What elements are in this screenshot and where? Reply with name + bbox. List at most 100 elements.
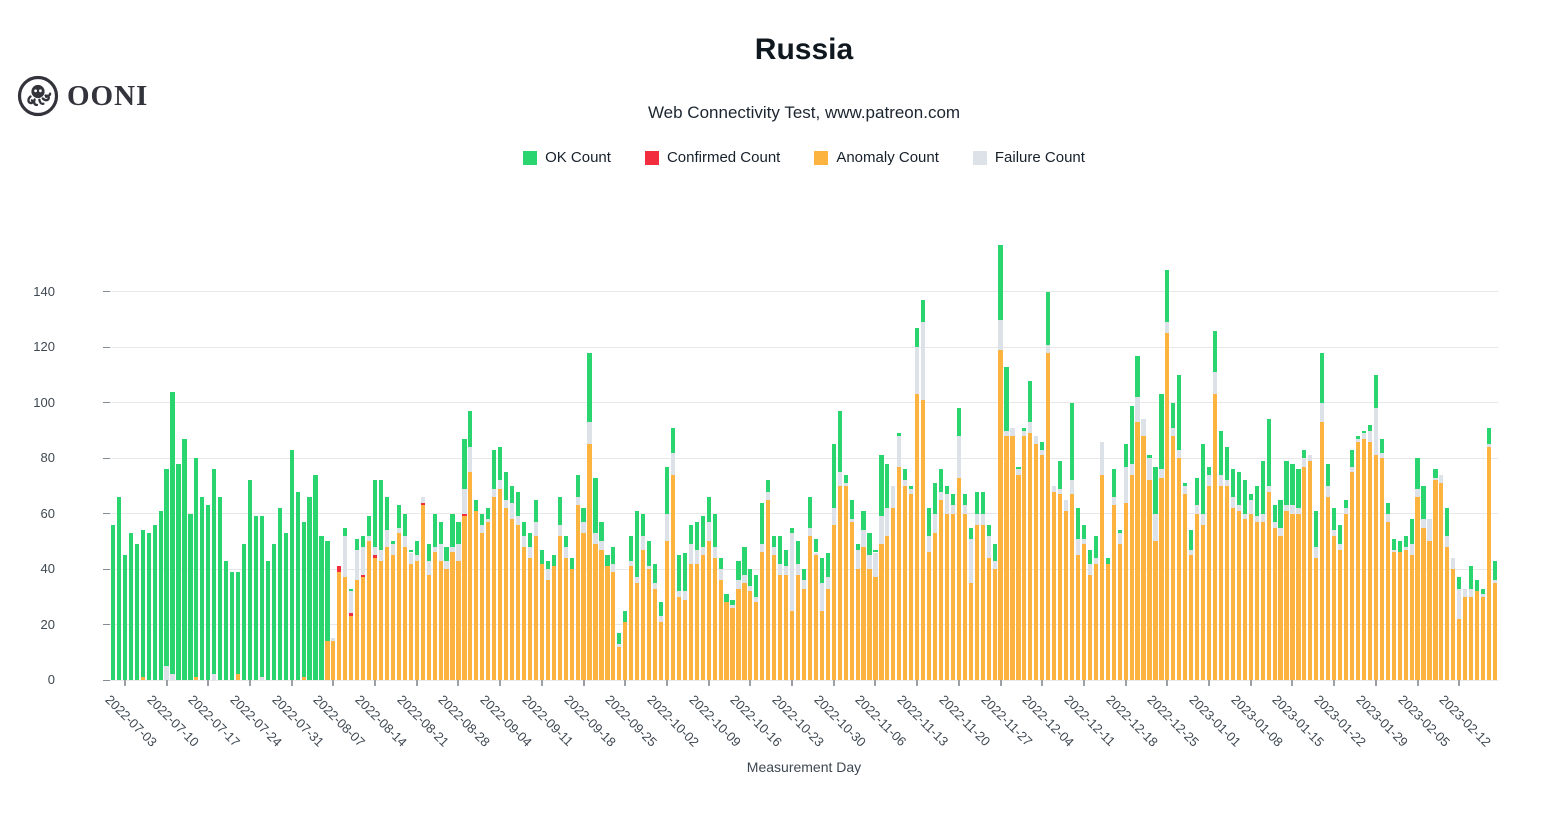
stacked-bar[interactable]: [1147, 455, 1152, 680]
stacked-bar[interactable]: [295, 491, 300, 680]
stacked-bar[interactable]: [879, 455, 884, 680]
stacked-bar[interactable]: [1093, 535, 1098, 680]
stacked-bar[interactable]: [158, 510, 163, 680]
stacked-bar[interactable]: [1385, 502, 1390, 680]
stacked-bar[interactable]: [682, 552, 687, 680]
stacked-bar[interactable]: [533, 499, 539, 680]
stacked-bar[interactable]: [289, 449, 294, 680]
stacked-bar[interactable]: [730, 599, 735, 680]
stacked-bar[interactable]: [372, 480, 378, 680]
stacked-bar[interactable]: [611, 546, 616, 680]
stacked-bar[interactable]: [122, 555, 127, 680]
stacked-bar[interactable]: [408, 549, 413, 680]
stacked-bar[interactable]: [1123, 444, 1128, 680]
stacked-bar[interactable]: [1028, 380, 1033, 680]
stacked-bar[interactable]: [891, 485, 896, 680]
stacked-bar[interactable]: [873, 549, 878, 680]
stacked-bar[interactable]: [1099, 441, 1104, 680]
stacked-bar[interactable]: [819, 558, 824, 680]
stacked-bar[interactable]: [664, 466, 670, 680]
stacked-bar[interactable]: [1016, 466, 1021, 680]
stacked-bar[interactable]: [903, 469, 908, 680]
stacked-bar[interactable]: [235, 571, 241, 680]
stacked-bar[interactable]: [670, 427, 676, 680]
stacked-bar[interactable]: [1486, 427, 1492, 680]
stacked-bar[interactable]: [718, 558, 723, 680]
stacked-bar[interactable]: [241, 544, 247, 680]
stacked-bar[interactable]: [1260, 461, 1265, 680]
stacked-bar[interactable]: [641, 513, 646, 680]
stacked-bar[interactable]: [146, 533, 151, 680]
stacked-bar[interactable]: [1379, 438, 1384, 680]
stacked-bar[interactable]: [724, 594, 729, 680]
stacked-bar[interactable]: [1117, 530, 1122, 680]
stacked-bar[interactable]: [760, 502, 765, 680]
stacked-bar[interactable]: [134, 544, 139, 680]
stacked-bar[interactable]: [1320, 352, 1325, 680]
stacked-bar[interactable]: [1308, 455, 1313, 680]
stacked-bar[interactable]: [1338, 524, 1343, 680]
legend-item-confirmed[interactable]: Confirmed Count: [644, 149, 780, 166]
stacked-bar[interactable]: [1272, 505, 1277, 680]
stacked-bar[interactable]: [1201, 444, 1206, 680]
stacked-bar[interactable]: [468, 411, 473, 680]
stacked-bar[interactable]: [688, 524, 693, 680]
stacked-bar[interactable]: [1332, 508, 1337, 680]
stacked-bar[interactable]: [1415, 458, 1420, 680]
stacked-bar[interactable]: [599, 522, 604, 680]
stacked-bar[interactable]: [766, 480, 771, 680]
stacked-bar[interactable]: [855, 544, 860, 680]
stacked-bar[interactable]: [1236, 472, 1241, 680]
stacked-bar[interactable]: [378, 480, 384, 680]
stacked-bar[interactable]: [605, 555, 610, 680]
stacked-bar[interactable]: [736, 560, 741, 680]
stacked-bar[interactable]: [700, 516, 705, 680]
stacked-bar[interactable]: [563, 535, 568, 680]
stacked-bar[interactable]: [1475, 580, 1480, 680]
stacked-bar[interactable]: [1445, 508, 1450, 680]
stacked-bar[interactable]: [414, 541, 419, 680]
stacked-bar[interactable]: [742, 546, 747, 680]
stacked-bar[interactable]: [510, 485, 515, 680]
stacked-bar[interactable]: [480, 513, 485, 680]
stacked-bar[interactable]: [998, 244, 1003, 680]
stacked-bar[interactable]: [1081, 524, 1087, 680]
stacked-bar[interactable]: [1373, 375, 1378, 680]
stacked-bar[interactable]: [587, 352, 592, 680]
stacked-bar[interactable]: [1457, 577, 1462, 680]
stacked-bar[interactable]: [1314, 510, 1319, 680]
legend-item-failure[interactable]: Failure Count: [972, 149, 1085, 166]
stacked-bar[interactable]: [1391, 538, 1396, 680]
stacked-bar[interactable]: [1254, 485, 1259, 680]
stacked-bar[interactable]: [343, 527, 348, 680]
stacked-bar[interactable]: [313, 474, 318, 680]
stacked-bar[interactable]: [1421, 485, 1426, 680]
stacked-bar[interactable]: [1129, 405, 1134, 680]
stacked-bar[interactable]: [915, 327, 920, 680]
stacked-bar[interactable]: [789, 527, 795, 680]
legend-item-ok[interactable]: OK Count: [523, 149, 611, 166]
stacked-bar[interactable]: [301, 522, 306, 680]
stacked-bar[interactable]: [1427, 519, 1432, 680]
stacked-bar[interactable]: [253, 516, 259, 680]
stacked-bar[interactable]: [527, 533, 533, 680]
stacked-bar[interactable]: [474, 499, 479, 680]
stacked-bar[interactable]: [861, 510, 866, 680]
stacked-bar[interactable]: [515, 491, 521, 680]
stacked-bar[interactable]: [623, 610, 628, 680]
stacked-bar[interactable]: [956, 408, 961, 680]
stacked-bar[interactable]: [1349, 449, 1355, 680]
stacked-bar[interactable]: [557, 497, 562, 680]
stacked-bar[interactable]: [486, 508, 491, 680]
stacked-bar[interactable]: [1075, 508, 1081, 680]
stacked-bar[interactable]: [1409, 519, 1414, 680]
stacked-bar[interactable]: [390, 541, 396, 680]
stacked-bar[interactable]: [277, 508, 282, 680]
legend-item-anomaly[interactable]: Anomaly Count: [814, 149, 939, 166]
stacked-bar[interactable]: [813, 538, 818, 680]
stacked-bar[interactable]: [1463, 588, 1468, 680]
stacked-bar[interactable]: [1355, 436, 1361, 680]
stacked-bar[interactable]: [224, 560, 229, 680]
stacked-bar[interactable]: [337, 566, 342, 680]
stacked-bar[interactable]: [1177, 375, 1182, 680]
